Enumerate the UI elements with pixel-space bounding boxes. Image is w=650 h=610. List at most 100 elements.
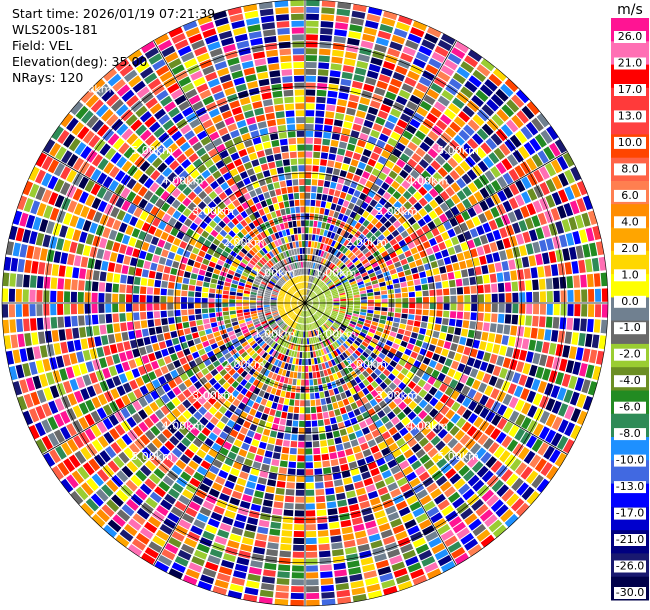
velocity-gate (225, 234, 233, 242)
velocity-gate (567, 290, 574, 302)
velocity-gate (333, 304, 340, 307)
velocity-gate (378, 352, 386, 360)
velocity-gate (110, 152, 122, 164)
velocity-gate (99, 450, 111, 463)
velocity-gate (279, 550, 291, 558)
velocity-gate (87, 258, 95, 269)
velocity-gate (436, 303, 443, 310)
velocity-gate (355, 430, 364, 438)
velocity-gate (35, 232, 45, 246)
velocity-gate (208, 261, 216, 268)
velocity-gate (224, 352, 232, 360)
velocity-gate (246, 183, 254, 192)
velocity-gate (236, 384, 244, 392)
velocity-gate (340, 134, 349, 143)
velocity-gate (435, 282, 442, 289)
velocity-gate (570, 166, 582, 182)
velocity-gate (473, 391, 483, 403)
velocity-gate (261, 342, 268, 349)
velocity-gate (307, 290, 311, 296)
velocity-gate (305, 124, 314, 130)
velocity-gate (393, 396, 402, 405)
velocity-gate (180, 471, 192, 482)
velocity-gate (215, 437, 225, 446)
velocity-gate (316, 357, 321, 364)
velocity-gate (331, 275, 337, 281)
velocity-gate (426, 568, 442, 580)
velocity-gate (99, 237, 108, 249)
velocity-gate (376, 327, 384, 333)
velocity-gate (217, 386, 226, 395)
velocity-gate (286, 281, 292, 287)
velocity-gate (545, 238, 554, 251)
velocity-gate (185, 334, 193, 341)
velocity-gate (390, 131, 401, 141)
velocity-gate (196, 449, 207, 459)
velocity-gate (170, 330, 178, 339)
velocity-gate (172, 419, 183, 430)
velocity-gate (202, 477, 214, 487)
velocity-gate (327, 238, 333, 246)
velocity-gate (249, 340, 256, 347)
velocity-gate (246, 168, 255, 176)
velocity-gate (172, 386, 182, 396)
velocity-gate (359, 500, 371, 509)
velocity-gate (441, 231, 450, 241)
velocity-gate (270, 341, 276, 348)
velocity-gate (154, 318, 162, 327)
velocity-gate (277, 246, 282, 253)
velocity-gate (569, 200, 580, 215)
velocity-gate (193, 380, 203, 390)
velocity-gate (305, 179, 311, 186)
velocity-gate (106, 378, 115, 389)
velocity-gate (368, 328, 376, 334)
velocity-gate (306, 303, 312, 305)
velocity-gate (204, 185, 213, 195)
velocity-gate (250, 393, 258, 401)
velocity-gate (107, 73, 122, 87)
velocity-gate (348, 165, 357, 174)
velocity-gate (366, 384, 374, 392)
velocity-gate (326, 300, 333, 302)
velocity-gate (330, 314, 337, 319)
velocity-gate (284, 495, 295, 503)
velocity-gate (410, 247, 418, 255)
velocity-gate (97, 124, 110, 137)
velocity-gate (167, 172, 178, 182)
velocity-gate (62, 354, 71, 367)
velocity-gate (448, 279, 456, 288)
velocity-gate (395, 175, 405, 185)
velocity-gate (550, 385, 561, 399)
velocity-gate (407, 411, 417, 421)
velocity-gate (273, 395, 280, 403)
velocity-gate (459, 374, 469, 384)
velocity-gate (518, 280, 525, 291)
velocity-gate (319, 306, 326, 309)
velocity-gate (388, 154, 399, 164)
velocity-gate (395, 421, 405, 431)
velocity-gate (475, 504, 489, 517)
velocity-gate (126, 404, 137, 415)
velocity-gate (282, 286, 288, 292)
velocity-gate (541, 341, 550, 354)
velocity-gate (365, 180, 374, 189)
velocity-gate (317, 179, 324, 187)
velocity-gate (571, 332, 579, 345)
velocity-gate (353, 239, 360, 246)
velocity-gate (121, 160, 133, 173)
velocity-gate (38, 262, 46, 275)
velocity-gate (324, 331, 330, 338)
velocity-gate (241, 351, 248, 358)
velocity-gate (422, 118, 434, 129)
velocity-gate (359, 268, 367, 275)
velocity-gate (402, 263, 410, 271)
velocity-gate (223, 425, 232, 434)
velocity-gate (379, 381, 388, 390)
velocity-gate (568, 246, 577, 260)
velocity-gate (317, 186, 323, 194)
velocity-gate (312, 441, 320, 448)
velocity-gate (372, 474, 383, 483)
velocity-gate (343, 268, 350, 274)
velocity-gate (457, 363, 466, 373)
velocity-gate (346, 327, 353, 333)
